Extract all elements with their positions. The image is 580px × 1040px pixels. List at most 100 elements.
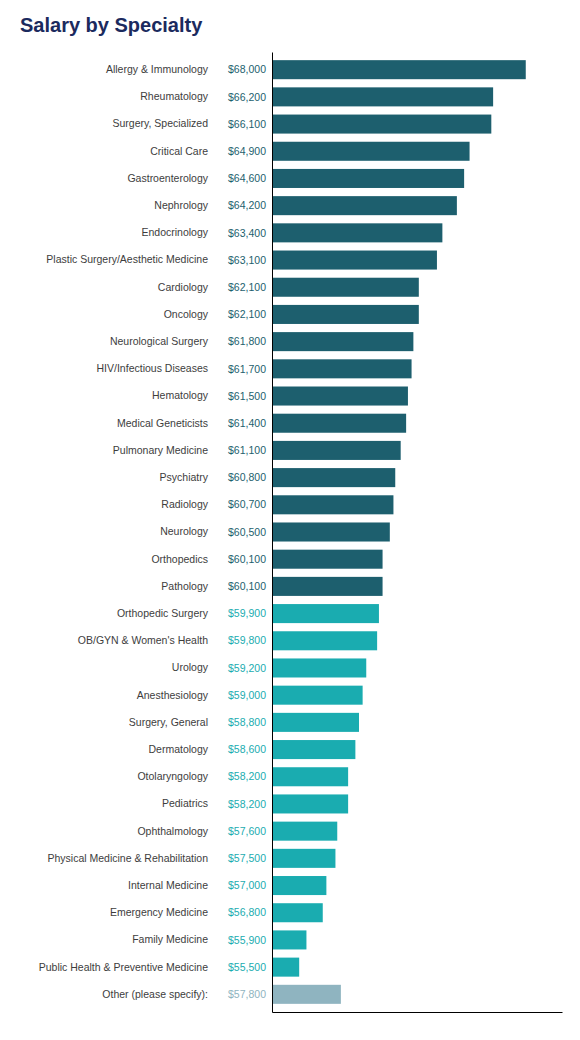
y-tick-label: Orthopedics bbox=[151, 553, 208, 565]
bar bbox=[272, 223, 442, 242]
bar bbox=[272, 658, 366, 677]
y-tick: Oncology bbox=[164, 308, 272, 320]
bar bbox=[272, 387, 408, 406]
data-label: $60,100 bbox=[228, 580, 266, 592]
y-tick: Medical Geneticists bbox=[117, 417, 272, 429]
data-label: $55,900 bbox=[228, 934, 266, 946]
y-tick-label: Plastic Surgery/Aesthetic Medicine bbox=[46, 253, 208, 265]
data-label: $63,100 bbox=[228, 254, 266, 266]
y-tick-label: Internal Medicine bbox=[128, 879, 208, 891]
y-tick-label: Urology bbox=[172, 661, 209, 673]
y-tick-label: Medical Geneticists bbox=[117, 417, 208, 429]
y-tick: Pulmonary Medicine bbox=[113, 444, 272, 456]
y-tick-label: Critical Care bbox=[150, 145, 208, 157]
bar bbox=[272, 767, 348, 786]
data-label: $66,200 bbox=[228, 91, 266, 103]
data-label: $60,500 bbox=[228, 526, 266, 538]
y-tick: Other (please specify): bbox=[102, 988, 272, 1000]
bar bbox=[272, 958, 299, 977]
y-tick: Dermatology bbox=[148, 743, 272, 755]
y-tick-label: Nephrology bbox=[154, 199, 208, 211]
bar bbox=[272, 903, 323, 922]
bar bbox=[272, 985, 341, 1004]
bar bbox=[272, 550, 383, 569]
y-tick: Surgery, Specialized bbox=[112, 117, 272, 129]
data-label: $63,400 bbox=[228, 227, 266, 239]
y-tick: Critical Care bbox=[150, 145, 272, 157]
y-axis-line bbox=[272, 53, 273, 1013]
data-label: $56,800 bbox=[228, 906, 266, 918]
bar bbox=[272, 115, 491, 134]
bar bbox=[272, 251, 437, 270]
data-label: $60,800 bbox=[228, 471, 266, 483]
chart-title: Salary by Specialty bbox=[20, 14, 203, 36]
y-tick: Endocrinology bbox=[141, 226, 272, 238]
bar bbox=[272, 87, 493, 106]
y-tick-label: Neurological Surgery bbox=[110, 335, 209, 347]
x-axis-line bbox=[273, 1012, 563, 1013]
bar bbox=[272, 495, 393, 514]
bar bbox=[272, 196, 457, 215]
bar bbox=[272, 740, 355, 759]
bar bbox=[272, 332, 413, 351]
data-label: $61,700 bbox=[228, 363, 266, 375]
data-label: $61,100 bbox=[228, 444, 266, 456]
y-tick-label: Family Medicine bbox=[132, 933, 208, 945]
data-label: $57,600 bbox=[228, 825, 266, 837]
y-tick-label: Endocrinology bbox=[141, 226, 208, 238]
y-tick: Neurology bbox=[160, 525, 272, 537]
y-tick-label: Other (please specify): bbox=[102, 988, 208, 1000]
bar bbox=[272, 822, 337, 841]
bar bbox=[272, 631, 377, 650]
bar bbox=[272, 414, 406, 433]
y-tick-label: Rheumatology bbox=[140, 90, 208, 102]
y-tick-label: Orthopedic Surgery bbox=[117, 607, 209, 619]
y-tick: Orthopedic Surgery bbox=[117, 607, 272, 619]
y-tick-label: Gastroenterology bbox=[127, 172, 208, 184]
data-labels: $68,000$66,200$66,100$64,900$64,600$64,2… bbox=[228, 63, 266, 1000]
data-label: $60,100 bbox=[228, 553, 266, 565]
data-label: $59,200 bbox=[228, 662, 266, 674]
y-tick-label: Anesthesiology bbox=[137, 689, 209, 701]
data-label: $57,500 bbox=[228, 852, 266, 864]
bar bbox=[272, 60, 526, 79]
bars bbox=[272, 60, 526, 1004]
data-label: $62,100 bbox=[228, 281, 266, 293]
y-tick-label: HIV/Infectious Diseases bbox=[97, 362, 208, 374]
bar bbox=[272, 169, 464, 188]
y-tick-label: Ophthalmology bbox=[137, 825, 208, 837]
data-label: $64,900 bbox=[228, 145, 266, 157]
y-tick: Pediatrics bbox=[162, 797, 272, 809]
bar bbox=[272, 930, 306, 949]
y-tick: Cardiology bbox=[158, 281, 272, 293]
y-tick: Physical Medicine & Rehabilitation bbox=[48, 852, 273, 864]
y-tick: Orthopedics bbox=[151, 553, 272, 565]
data-label: $64,200 bbox=[228, 199, 266, 211]
y-tick-label: Pulmonary Medicine bbox=[113, 444, 208, 456]
bar bbox=[272, 359, 412, 378]
y-tick: Neurological Surgery bbox=[110, 335, 272, 347]
data-label: $62,100 bbox=[228, 308, 266, 320]
data-label: $58,200 bbox=[228, 798, 266, 810]
data-label: $59,000 bbox=[228, 689, 266, 701]
bar bbox=[272, 686, 363, 705]
data-label: $58,600 bbox=[228, 743, 266, 755]
data-label: $58,200 bbox=[228, 770, 266, 782]
data-label: $64,600 bbox=[228, 172, 266, 184]
chart-container: Salary by Specialty Allergy & Immunology R… bbox=[0, 0, 580, 1040]
bar bbox=[272, 441, 401, 460]
y-tick-label: Allergy & Immunology bbox=[106, 63, 209, 75]
bar bbox=[272, 522, 390, 541]
y-tick: Nephrology bbox=[154, 199, 272, 211]
y-tick-label: Radiology bbox=[161, 498, 208, 510]
y-tick: Emergency Medicine bbox=[110, 906, 272, 918]
data-label: $55,500 bbox=[228, 961, 266, 973]
y-tick: Rheumatology bbox=[140, 90, 272, 102]
y-tick: Urology bbox=[172, 661, 272, 673]
chart-svg: Salary by Specialty Allergy & Immunology R… bbox=[0, 0, 580, 1040]
bar bbox=[272, 577, 383, 596]
y-tick-label: Oncology bbox=[164, 308, 209, 320]
data-label: $59,800 bbox=[228, 634, 266, 646]
y-tick-label: Public Health & Preventive Medicine bbox=[39, 960, 208, 972]
y-tick: Plastic Surgery/Aesthetic Medicine bbox=[46, 253, 272, 265]
